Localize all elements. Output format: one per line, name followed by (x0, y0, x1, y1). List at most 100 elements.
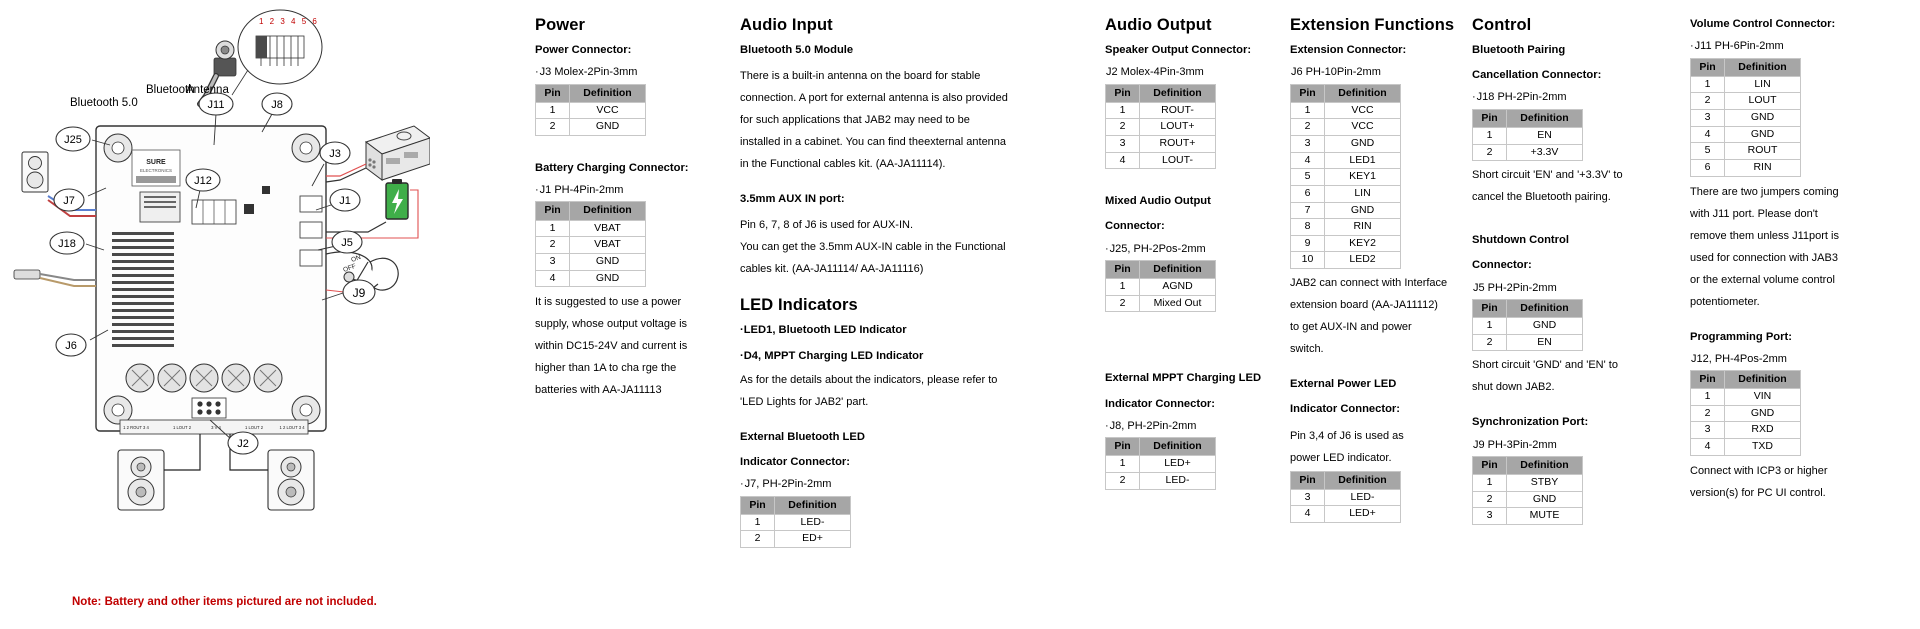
cell-pin: 3 (1472, 507, 1507, 525)
battery-illustration (326, 179, 419, 239)
aux-l1: Pin 6, 7, 8 of J6 is used for AUX-IN. (740, 219, 914, 232)
cell-pin: 4 (1690, 125, 1725, 144)
section-title-extension-functions: Extension Functions (1290, 16, 1455, 34)
th-pin: Pin (1690, 370, 1725, 390)
column-control: Control Bluetooth Pairing Cancellation C… (1472, 16, 1637, 525)
ext-para-l4: switch. (1290, 343, 1324, 356)
table-row: 2 EN (1472, 333, 1583, 352)
programming-port-table: Pin Definition 1 VIN 2 GND 3 RXD 4 TXD (1690, 370, 1801, 456)
speaker-connector-id: J2 Molex-4Pin-3mm (1106, 66, 1204, 79)
cell-pin: 5 (1290, 168, 1325, 186)
sync-port-id: J9 PH-3Pin-2mm (1473, 438, 1557, 451)
shutdown-heading-2: Connector: (1472, 259, 1532, 272)
cell-def: VCC (569, 101, 646, 120)
cell-pin: 1 (1105, 101, 1140, 120)
svg-text:ELECTRONICS: ELECTRONICS (140, 168, 172, 173)
section-title-audio-input: Audio Input (740, 16, 833, 34)
speaker-output-table: Pin Definition 1 ROUT- 2 LOUT+ 3 ROUT+ 4… (1105, 83, 1216, 170)
connector-bubble-j12: J12 (194, 175, 212, 187)
cell-def: GND (1724, 108, 1801, 127)
table-row: 4 LED+ (1290, 505, 1401, 523)
cell-def: TXD (1724, 438, 1801, 456)
th-definition: Definition (774, 495, 851, 515)
table-row: 5 KEY1 (1290, 168, 1401, 186)
table-row: 3 ROUT+ (1105, 134, 1216, 153)
table-row: 8 RIN (1290, 218, 1401, 236)
speaker-left (117, 449, 165, 511)
connector-bubble-j9: J9 (353, 286, 366, 300)
cell-pin: 1 (1472, 126, 1507, 145)
cell-def: LED- (1324, 488, 1401, 507)
table-row: 2 Mixed Out (1105, 294, 1216, 313)
connector-bubble-j25: J25 (64, 134, 82, 146)
cell-pin: 2 (535, 236, 570, 254)
led-l2: 'LED Lights for JAB2' part. (740, 395, 869, 408)
extension-connector-heading: Extension Connector: (1290, 44, 1407, 56)
label-bluetooth-antenna-line1: Bluetooth (146, 84, 195, 96)
cell-def: LED- (774, 513, 851, 532)
bluetooth-module-heading: Bluetooth 5.0 Module (740, 44, 854, 56)
cell-def: RIN (1724, 158, 1801, 177)
section-title-led-indicators: LED Indicators (740, 296, 858, 315)
cell-def: Mixed Out (1139, 294, 1216, 313)
vol-l3: remove them unless J11port is (1690, 229, 1839, 242)
shutdown-table: Pin Definition 1 GND 2 EN (1472, 298, 1583, 352)
svg-text:3 V 4: 3 V 4 (211, 425, 221, 430)
cell-def: LED1 (1324, 151, 1401, 170)
cell-def: LED+ (1324, 505, 1401, 523)
ext-bt-led-heading-2: Indicator Connector: (740, 456, 851, 469)
table-row: 1 EN (1472, 126, 1583, 145)
cell-pin: 2 (1472, 333, 1507, 352)
cell-pin: 2 (1290, 118, 1325, 136)
th-pin: Pin (1472, 108, 1507, 128)
table-row: 2 VBAT (535, 236, 646, 254)
cell-pin: 2 (1690, 92, 1725, 110)
section-title-control: Control (1472, 16, 1532, 34)
mppt-led-connector-id: J8, PH-2Pin-2mm (1105, 419, 1280, 433)
label-bluetooth-antenna-line2: Antenna (186, 84, 229, 96)
table-row: 3 LED- (1290, 488, 1401, 507)
cell-def: KEY2 (1324, 234, 1401, 253)
cell-pin: 2 (740, 530, 775, 549)
column-audio-input: Audio Input Bluetooth 5.0 Module There i… (740, 16, 1095, 549)
volume-connector-table: Pin Definition 1 LIN 2 LOUT 3 GND 4 GND 5 ROU… (1690, 57, 1801, 177)
shutdown-connector-id: J5 PH-2Pin-2mm (1473, 281, 1557, 294)
power-led-l2: power LED indicator. (1290, 451, 1392, 464)
table-row: 6 RIN (1690, 158, 1801, 177)
power-para-l4: higher than 1A to cha rge the (535, 362, 677, 375)
cell-pin: 2 (1472, 143, 1507, 162)
speaker-small-left (21, 151, 49, 193)
th-pin: Pin (1290, 470, 1325, 490)
pairing-heading-1: Bluetooth Pairing (1472, 44, 1566, 56)
sync-port-table: Pin Definition 1 STBY 2 GND 3 MUTE (1472, 455, 1583, 525)
cell-pin: 2 (535, 118, 570, 136)
cell-def: EN (1506, 126, 1583, 145)
connector-bubble-j5: J5 (341, 237, 353, 249)
table-row: 9 KEY2 (1290, 234, 1401, 253)
th-pin: Pin (1290, 83, 1325, 103)
cell-def: VBAT (569, 219, 646, 238)
th-pin: Pin (1105, 259, 1140, 280)
vol-l1: There are two jumpers coming (1690, 185, 1839, 198)
table-row: 4 TXD (1690, 438, 1801, 456)
mixed-output-table: Pin Definition 1 AGND 2 Mixed Out (1105, 259, 1216, 313)
connector-bubble-j6: J6 (65, 340, 77, 352)
cell-pin: 1 (1690, 388, 1725, 406)
shutdown-l2: shut down JAB2. (1472, 381, 1555, 394)
bt-l3: for such applications that JAB2 may need… (740, 114, 970, 127)
cell-pin: 10 (1290, 251, 1325, 270)
table-row: 2 LOUT (1690, 92, 1801, 110)
th-pin: Pin (1472, 298, 1507, 319)
cell-pin: 3 (1690, 108, 1725, 127)
cell-pin: 5 (1690, 142, 1725, 160)
pin-header-detail (231, 9, 323, 96)
table-row: 7 GND (1290, 201, 1401, 220)
cell-def: GND (569, 118, 646, 136)
cell-def: GND (569, 252, 646, 271)
svg-text:1 LOUT 2: 1 LOUT 2 (173, 425, 192, 430)
extension-connector-id: J6 PH-10Pin-2mm (1291, 66, 1381, 79)
cell-pin: 6 (1290, 184, 1325, 203)
table-row: 4 GND (535, 269, 646, 288)
column-power: Power Power Connector: J3 Molex-2Pin-3mm… (535, 16, 720, 401)
table-row: 3 GND (1690, 108, 1801, 127)
